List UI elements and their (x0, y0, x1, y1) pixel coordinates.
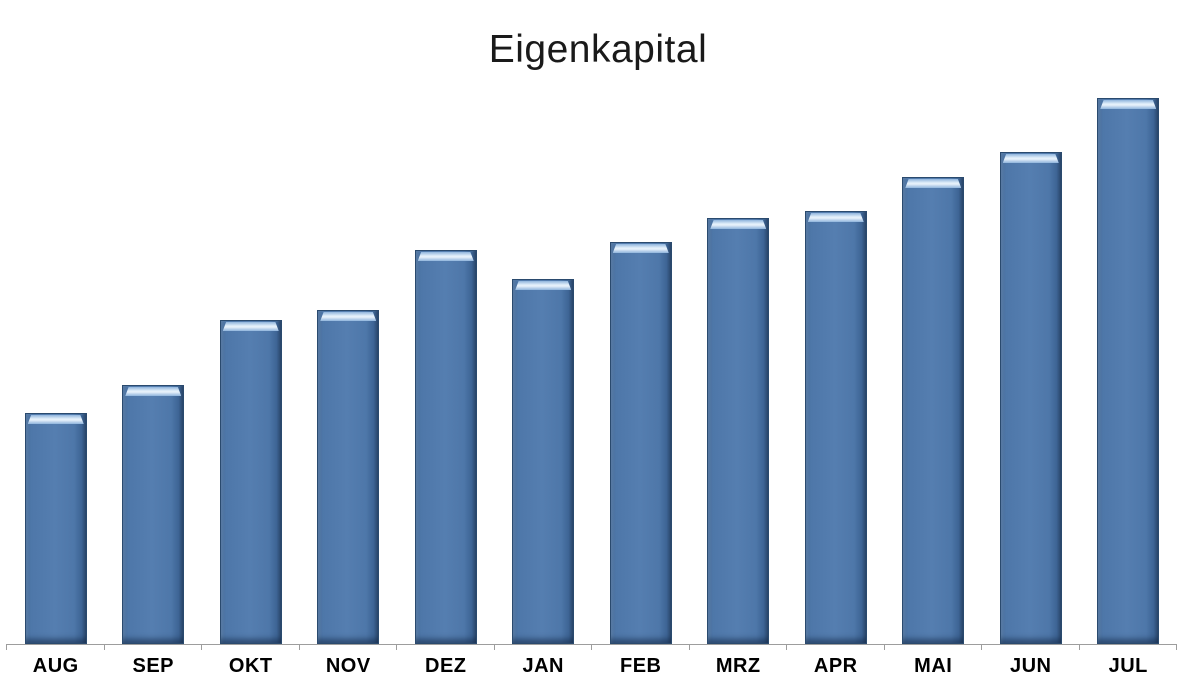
x-axis-label: AUG (32, 655, 79, 677)
x-axis-label: JUL (1108, 655, 1148, 677)
bar-cell (592, 88, 690, 644)
x-axis-tick (493, 644, 592, 650)
x-axis-tick (201, 644, 299, 650)
x-axis-label: NOV (325, 655, 371, 677)
bar-cell (690, 88, 788, 644)
x-axis-label: MRZ (715, 655, 761, 677)
x-axis-tick (298, 644, 397, 650)
x-axis-tick (688, 644, 787, 650)
bar (512, 279, 575, 644)
x-axis-tick (981, 644, 1079, 650)
bar-cell (202, 88, 300, 644)
bar-cell (105, 88, 203, 644)
bars-container (7, 88, 1177, 644)
bar (902, 177, 965, 644)
x-axis-tick (591, 644, 689, 650)
x-axis-label: FEB (620, 655, 662, 677)
bar-cell (397, 88, 495, 644)
x-axis-tick (1078, 644, 1177, 650)
bar-cell (495, 88, 593, 644)
bar-cell (1080, 88, 1178, 644)
x-axis-label: MAI (914, 655, 953, 677)
x-axis-tick (103, 644, 202, 650)
x-axis-label: SEP (132, 655, 175, 677)
x-axis-label: APR (813, 655, 858, 677)
bar (804, 211, 867, 644)
bar-cell (885, 88, 983, 644)
bar (1097, 98, 1160, 644)
bar (219, 320, 282, 644)
bar (122, 385, 185, 644)
x-axis-label: JUN (1009, 655, 1052, 677)
bar (317, 310, 380, 644)
bar-cell (300, 88, 398, 644)
bar-cell (7, 88, 105, 644)
bar-cell (982, 88, 1080, 644)
bar (414, 250, 477, 644)
plot-area (6, 88, 1177, 650)
x-axis-label: DEZ (425, 655, 467, 677)
bar (999, 152, 1062, 644)
x-axis-ticks (6, 644, 1177, 650)
x-axis-tick (786, 644, 884, 650)
bar (609, 242, 672, 644)
bar (24, 413, 87, 644)
chart-title: Eigenkapital (488, 28, 708, 71)
x-axis-label: JAN (522, 655, 564, 677)
x-axis-tick (396, 644, 494, 650)
x-axis-labels: AUG SEP OKT NOV DEZ JAN FEB MRZ APR MAI JUN JUL (7, 655, 1177, 678)
x-axis-tick (883, 644, 982, 650)
bar-cell (787, 88, 885, 644)
x-axis-label: OKT (228, 655, 273, 677)
bar (707, 218, 770, 644)
x-axis-tick (6, 644, 104, 650)
